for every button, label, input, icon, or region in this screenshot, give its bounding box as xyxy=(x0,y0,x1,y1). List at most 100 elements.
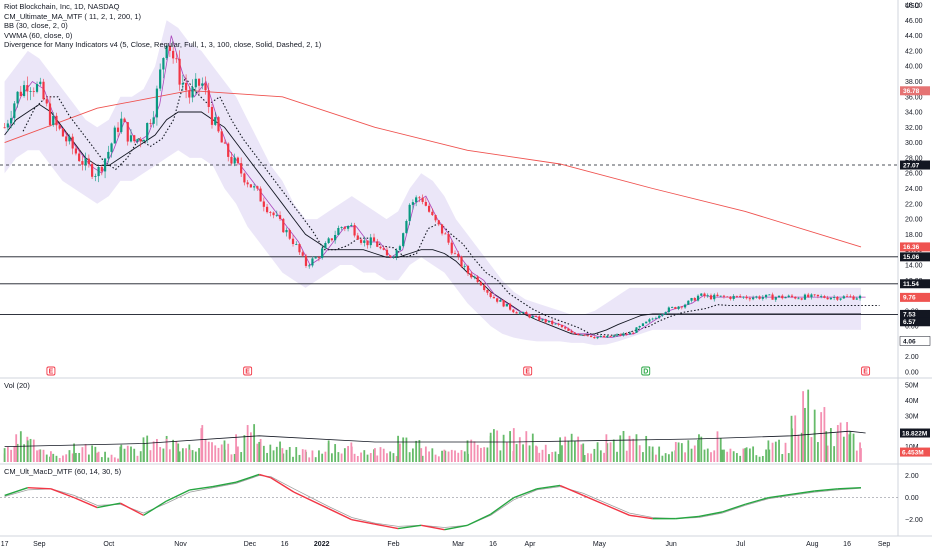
candle-down[interactable] xyxy=(823,296,826,298)
candle-up[interactable] xyxy=(84,158,87,165)
candle-down[interactable] xyxy=(168,45,171,51)
volume-bar[interactable] xyxy=(677,442,680,462)
volume-bar[interactable] xyxy=(201,425,204,462)
candle-up[interactable] xyxy=(181,83,184,85)
candle-up[interactable] xyxy=(596,336,599,339)
volume-bar[interactable] xyxy=(58,458,61,462)
candle-up[interactable] xyxy=(10,118,13,124)
candle-down[interactable] xyxy=(794,296,797,299)
candle-down[interactable] xyxy=(71,136,74,149)
volume-bar[interactable] xyxy=(324,451,327,462)
candle-down[interactable] xyxy=(496,298,499,302)
volume-bar-peak[interactable] xyxy=(559,437,561,462)
candle-up[interactable] xyxy=(6,123,9,128)
earnings-marker[interactable] xyxy=(861,366,871,376)
candle-up[interactable] xyxy=(787,295,790,298)
volume-bar[interactable] xyxy=(703,449,706,462)
candle-up[interactable] xyxy=(285,229,288,233)
macd-segment[interactable] xyxy=(235,473,260,483)
candle-up[interactable] xyxy=(752,297,755,300)
candle-down[interactable] xyxy=(593,337,596,339)
volume-bar[interactable] xyxy=(599,450,602,462)
candle-down[interactable] xyxy=(771,294,774,300)
volume-bar[interactable] xyxy=(755,455,758,462)
volume-bar-peak[interactable] xyxy=(96,452,99,462)
volume-bar[interactable] xyxy=(298,454,301,462)
time-tick-label[interactable]: 2022 xyxy=(314,541,330,548)
macd-segment[interactable] xyxy=(606,504,630,516)
volume-tag-bg[interactable] xyxy=(900,447,930,457)
candle-down[interactable] xyxy=(486,290,489,293)
volume-bar[interactable] xyxy=(288,447,291,462)
candle-down[interactable] xyxy=(781,295,784,299)
candle-up[interactable] xyxy=(346,226,350,229)
candle-up[interactable] xyxy=(518,312,521,314)
price-tick-label[interactable]: 24.00 xyxy=(905,186,923,193)
volume-bar-peak[interactable] xyxy=(848,434,851,462)
candle-up[interactable] xyxy=(334,234,337,241)
volume-bar[interactable] xyxy=(42,449,45,462)
volume-bar[interactable] xyxy=(275,446,278,462)
candle-down[interactable] xyxy=(301,252,304,256)
volume-bar[interactable] xyxy=(554,451,557,462)
candle-up[interactable] xyxy=(201,83,204,86)
price-tick-label[interactable]: 42.00 xyxy=(905,48,923,55)
time-tick-label[interactable]: Dec xyxy=(244,541,257,548)
candle-up[interactable] xyxy=(97,167,100,177)
volume-bar[interactable] xyxy=(65,454,68,462)
candle-up[interactable] xyxy=(612,335,615,337)
candle-up[interactable] xyxy=(683,304,687,308)
candle-up[interactable] xyxy=(39,81,42,85)
candle-up[interactable] xyxy=(473,276,476,278)
volume-bar[interactable] xyxy=(97,451,100,462)
price-tag-bg[interactable] xyxy=(900,317,930,327)
candle-down[interactable] xyxy=(470,273,473,278)
volume-bar[interactable] xyxy=(739,455,742,462)
candle-up[interactable] xyxy=(719,295,722,297)
volume-bar-peak[interactable] xyxy=(246,425,249,462)
candle-down[interactable] xyxy=(87,158,90,165)
volume-bar[interactable] xyxy=(16,443,19,462)
candle-down[interactable] xyxy=(243,173,246,183)
oscillator-tick-label[interactable]: 2.00 xyxy=(905,473,919,480)
candle-down[interactable] xyxy=(852,296,855,300)
candle-down[interactable] xyxy=(709,295,713,300)
volume-bar[interactable] xyxy=(36,450,38,462)
indicator-divergence[interactable]: Divergence for Many Indicators v4 (5, Cl… xyxy=(4,40,322,49)
candle-down[interactable] xyxy=(227,143,230,157)
candle-down[interactable] xyxy=(372,237,376,242)
candle-down[interactable] xyxy=(236,157,240,164)
volume-bar[interactable] xyxy=(586,453,589,462)
volume-bar[interactable] xyxy=(473,441,476,462)
indicator-vwma[interactable]: VWMA (60, close, 0) xyxy=(4,30,73,40)
volume-bar[interactable] xyxy=(557,454,560,462)
candle-down[interactable] xyxy=(693,298,696,301)
volume-bar[interactable] xyxy=(437,456,440,462)
volume-bar[interactable] xyxy=(91,445,94,462)
volume-bar[interactable] xyxy=(493,429,495,462)
volume-bar[interactable] xyxy=(230,454,233,462)
volume-bar-peak[interactable] xyxy=(15,434,18,462)
candle-down[interactable] xyxy=(418,197,421,199)
volume-bar[interactable] xyxy=(366,454,369,462)
indicator-ma-mtf[interactable]: CM_Ultimate_MA_MTF ( 11, 2, 1, 200, 1) xyxy=(4,11,141,21)
candle-down[interactable] xyxy=(359,239,363,243)
candle-down[interactable] xyxy=(577,333,580,336)
candle-down[interactable] xyxy=(123,118,126,123)
price-tag-label[interactable]: 15.06 xyxy=(903,254,920,261)
candle-up[interactable] xyxy=(68,136,71,142)
volume-bar[interactable] xyxy=(162,448,165,462)
volume-bar[interactable] xyxy=(577,436,580,462)
candle-down[interactable] xyxy=(735,295,739,297)
price-tag-bg[interactable] xyxy=(900,279,930,289)
volume-bar-peak[interactable] xyxy=(119,446,122,462)
candle-down[interactable] xyxy=(116,127,120,132)
volume-bar[interactable] xyxy=(800,432,803,462)
event-marker-label[interactable]: D xyxy=(643,369,648,376)
candle-up[interactable] xyxy=(664,312,667,315)
candle-up[interactable] xyxy=(554,323,557,325)
volume-bar[interactable] xyxy=(852,433,855,462)
volume-bar[interactable] xyxy=(431,448,434,462)
volume-bar[interactable] xyxy=(522,444,524,462)
volume-bar[interactable] xyxy=(386,453,388,462)
